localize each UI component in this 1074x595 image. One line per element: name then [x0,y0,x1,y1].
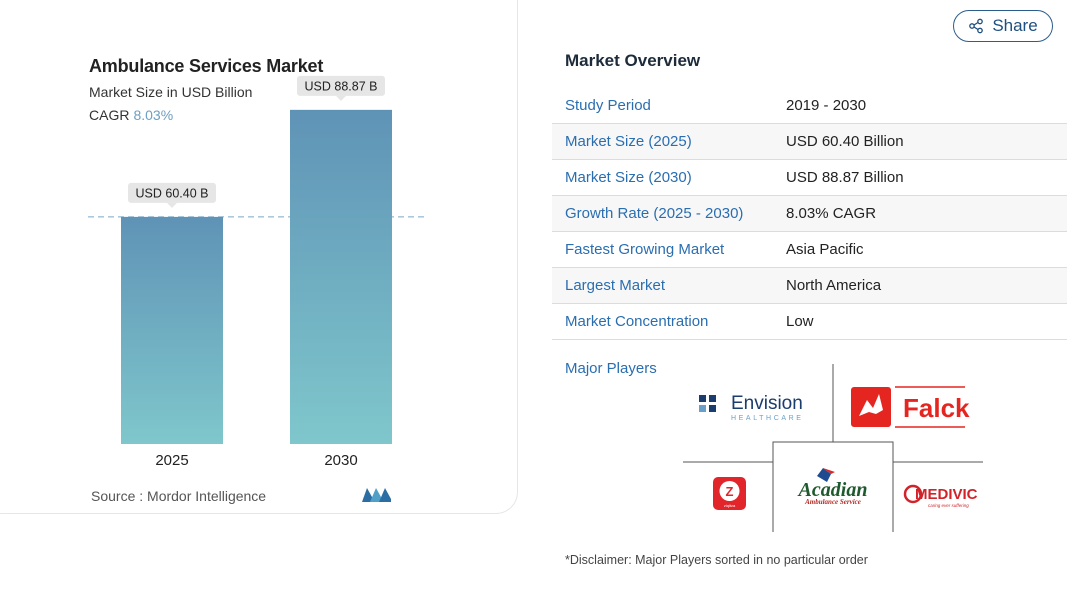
disclaimer: *Disclaimer: Major Players sorted in no … [565,553,868,567]
cagr-label: CAGR [89,107,130,123]
row-label[interactable]: Study Period [565,97,651,114]
row-label[interactable]: Largest Market [565,277,666,294]
row-label[interactable]: Market Size (2025) [565,133,692,150]
overview-row: Market Concentration Low [552,304,1067,340]
ziqitza-logo-text: Z [726,484,734,499]
bar-2025 [121,216,223,444]
falck-eagle-icon [859,394,883,416]
row-value: Low [786,313,814,330]
overview-row: Growth Rate (2025 - 2030) 8.03% CAGR [552,196,1067,232]
chart-subtitle: Market Size in USD Billion [89,84,253,100]
envision-logo-text: Envision [731,393,803,414]
row-value: 2019 - 2030 [786,97,867,114]
chart-title: Ambulance Services Market [89,56,324,76]
envision-logo-sub: HEALTHCARE [731,415,804,422]
row-label[interactable]: Growth Rate (2025 - 2030) [565,205,744,222]
x-tick-label: 2030 [324,452,357,469]
player-medivic-logo[interactable]: MEDIVIC caring ever suffering [903,484,978,508]
row-value: 8.03% CAGR [786,205,877,222]
overview-row: Largest Market North America [552,268,1067,304]
overview-table: Study Period 2019 - 2030 Market Size (202… [552,88,1067,340]
row-label[interactable]: Market Size (2030) [565,169,692,186]
row-value: Asia Pacific [786,241,864,258]
chart-source: Source : Mordor Intelligence [91,488,267,504]
medivic-logo-text: MEDIVIC [915,486,978,503]
player-acadian-logo[interactable]: Acadian Ambulance Service [797,468,868,506]
mordor-intelligence-logo [362,488,391,502]
row-value: USD 60.40 Billion [786,133,904,150]
overview-row: Market Size (2030) USD 88.87 Billion [552,160,1067,196]
acadian-logo-text: Acadian [797,479,868,501]
medivic-logo-sub: caring ever suffering [928,503,969,508]
falck-logo-text: Falck [903,393,970,423]
row-label[interactable]: Fastest Growing Market [565,241,725,258]
data-label: USD 60.40 B [136,186,209,200]
data-label-pointer [167,202,177,208]
player-envision-logo[interactable]: Envision HEALTHCARE [699,393,804,422]
overview-row: Fastest Growing Market Asia Pacific [552,232,1067,268]
share-button[interactable]: Share [953,10,1053,42]
chart-cagr: CAGR 8.03% [89,107,173,123]
share-label: Share [992,16,1038,35]
data-label-bg [297,75,385,96]
major-players-label[interactable]: Major Players [565,360,657,377]
data-label-pointer [336,95,346,101]
overview-row: Study Period 2019 - 2030 [552,88,1067,124]
player-falck-logo[interactable]: Falck [851,386,970,428]
x-tick-label: 2025 [155,452,188,469]
data-label-bg [128,182,216,203]
overview-title: Market Overview [565,51,701,70]
row-label[interactable]: Market Concentration [565,313,709,330]
bar-chart: USD 60.40 B 2025 USD 88.87 B 2030 [88,75,428,469]
player-ziqitza-logo[interactable]: Z ziqitza [713,477,746,510]
cagr-value: 8.03% [133,107,174,123]
share-icon [969,18,984,34]
data-label: USD 88.87 B [305,79,378,93]
overview-row: Market Size (2025) USD 60.40 Billion [552,124,1067,160]
row-value: North America [786,277,882,294]
major-players-grid: Envision HEALTHCARE Falck Z ziqitza Acad… [683,364,983,532]
chart-card [0,0,518,514]
bar-2030 [290,109,392,444]
ziqitza-logo-sub: ziqitza [724,503,736,508]
acadian-logo-sub: Ambulance Service [804,498,861,506]
row-value: USD 88.87 Billion [786,169,904,186]
